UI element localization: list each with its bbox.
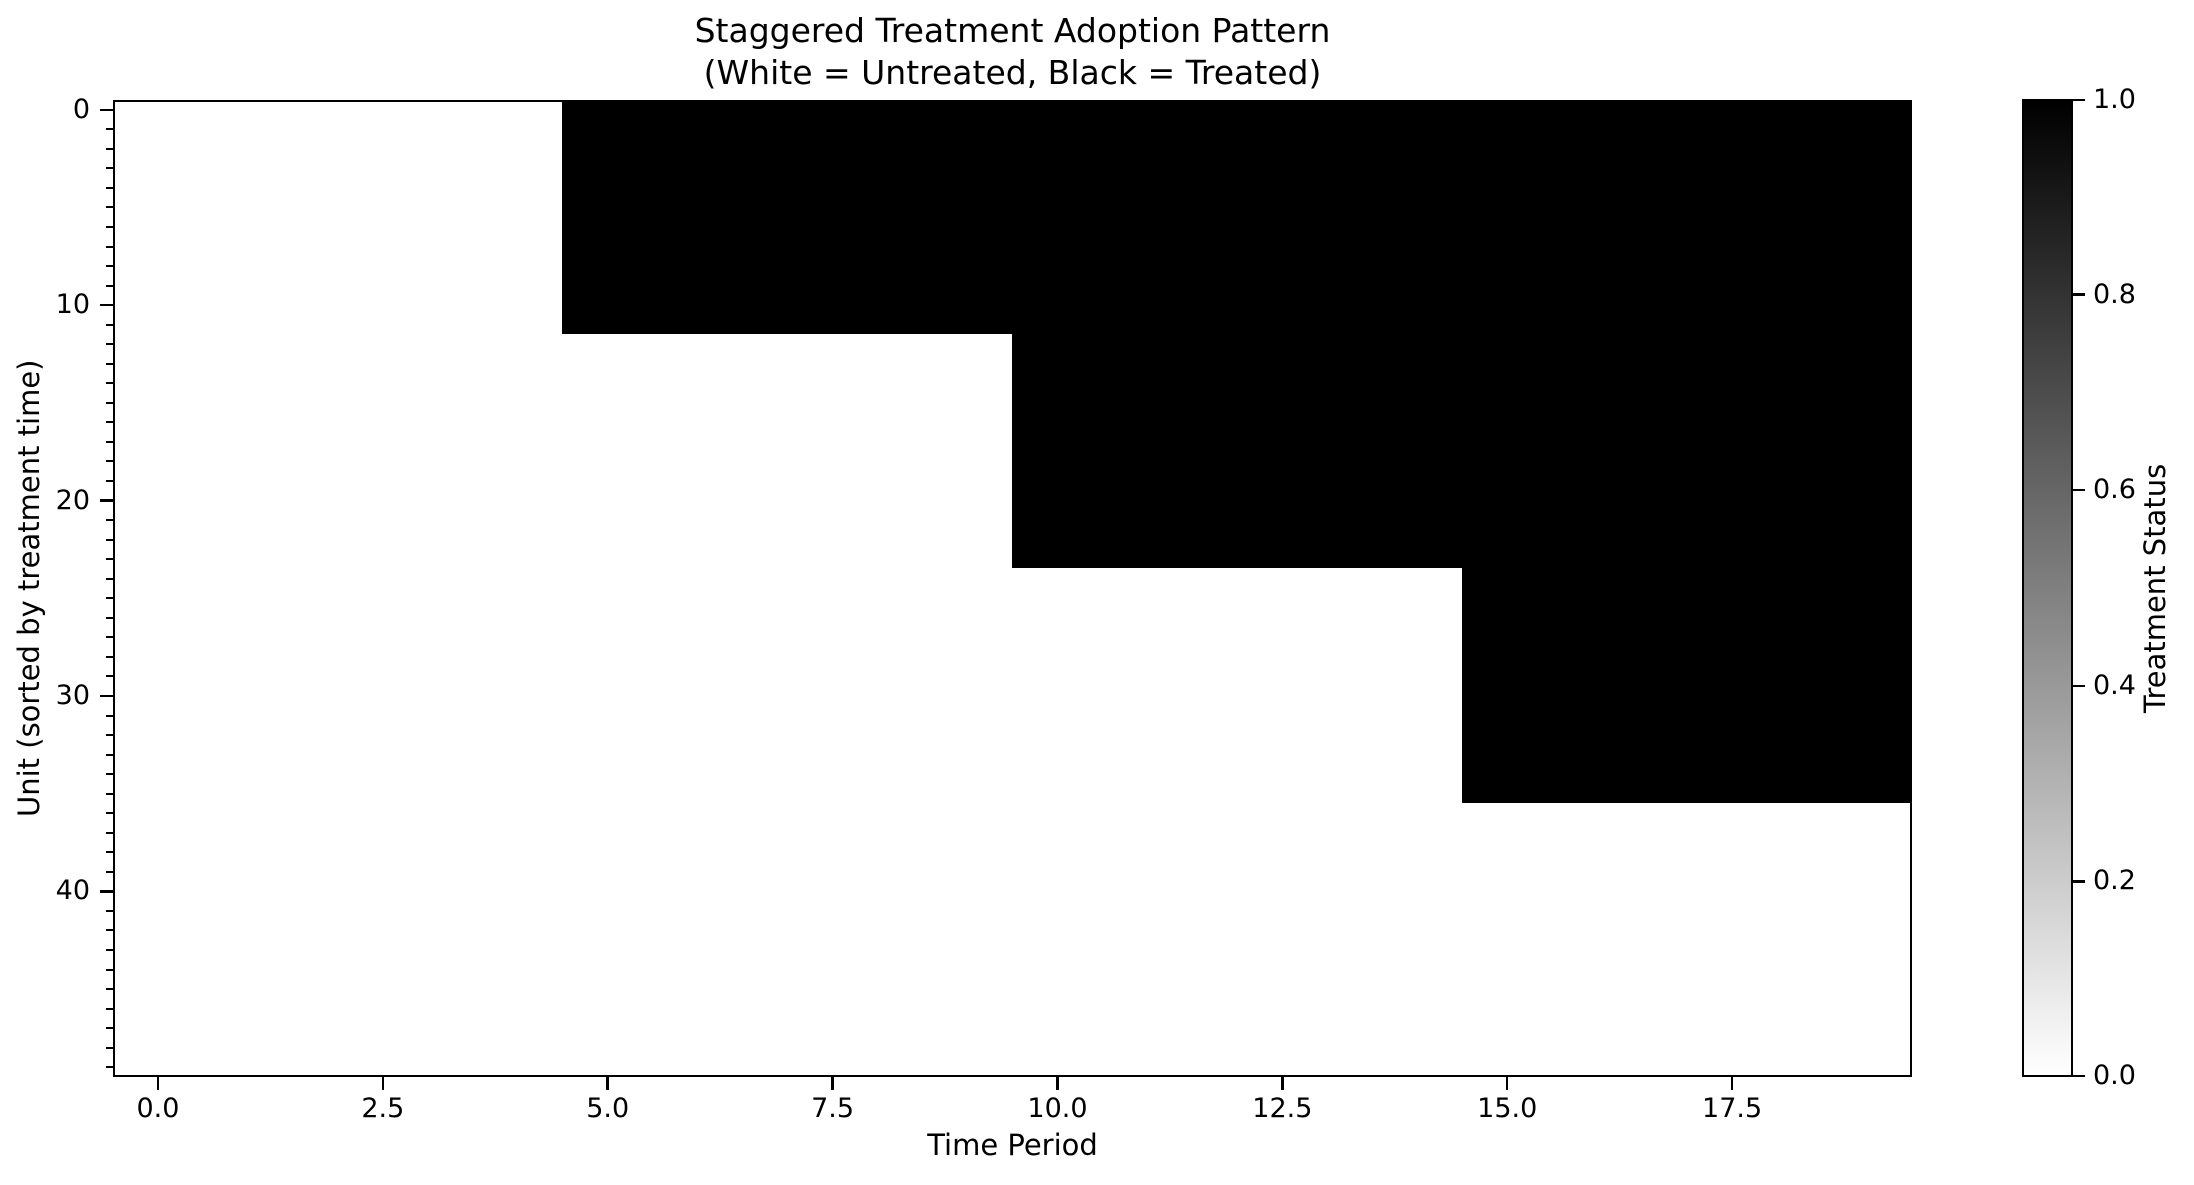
colorbar-tick-label: 0.6 [2093, 474, 2136, 506]
y-tick [100, 303, 113, 307]
y-tick [100, 694, 113, 698]
x-tick-label: 12.5 [1252, 1093, 1313, 1124]
y-minor-tick [106, 480, 113, 483]
x-tick [1056, 1077, 1059, 1090]
y-minor-tick [106, 734, 113, 737]
colorbar-tick [2073, 488, 2085, 492]
y-minor-tick [106, 1046, 113, 1049]
y-minor-tick [106, 440, 113, 443]
chart-title-line2: (White = Untreated, Black = Treated) [703, 53, 1322, 93]
x-tick-label: 5.0 [586, 1093, 630, 1124]
y-minor-tick [106, 147, 113, 150]
colorbar-tick [2073, 1074, 2085, 1078]
y-minor-tick [106, 812, 113, 815]
y-minor-tick [106, 655, 113, 658]
colorbar-tick [2073, 293, 2085, 296]
y-tick-label: 30 [55, 679, 90, 711]
x-tick-label: 15.0 [1477, 1093, 1538, 1124]
y-minor-tick [106, 597, 113, 600]
heatmap-plot [113, 99, 1912, 1077]
y-minor-tick [106, 870, 113, 873]
y-minor-tick [106, 265, 113, 268]
colorbar-tick-label: 0.2 [2093, 865, 2136, 897]
y-minor-tick [106, 968, 113, 971]
colorbar-tick [2073, 880, 2085, 883]
y-minor-tick [106, 929, 113, 932]
y-tick [100, 890, 113, 893]
x-tick [1281, 1077, 1284, 1090]
y-minor-tick [106, 206, 113, 209]
y-minor-tick [106, 226, 113, 228]
x-tick-label: 2.5 [361, 1093, 405, 1124]
y-minor-tick [106, 558, 113, 561]
y-minor-tick [106, 362, 113, 365]
y-minor-tick [106, 831, 113, 834]
treated-band [1461, 568, 1912, 803]
x-tick-label: 0.0 [136, 1093, 180, 1124]
x-tick [381, 1077, 385, 1090]
y-minor-tick [106, 343, 113, 346]
y-minor-tick [106, 284, 113, 287]
x-tick [156, 1077, 160, 1090]
y-tick [100, 108, 113, 112]
y-minor-tick [106, 128, 113, 131]
y-tick-label: 20 [55, 484, 90, 516]
y-minor-tick [106, 245, 113, 248]
colorbar-label: Treatment Status [2138, 463, 2172, 713]
y-tick-label: 0 [72, 93, 90, 125]
y-minor-tick [106, 538, 113, 541]
colorbar-gradient [2022, 99, 2073, 1077]
colorbar-tick-label: 0.0 [2093, 1060, 2136, 1091]
y-tick-label: 40 [55, 875, 90, 907]
colorbar-tick-label: 0.8 [2093, 278, 2136, 310]
y-minor-tick [106, 773, 113, 776]
y-minor-tick [106, 577, 113, 580]
y-minor-tick [106, 421, 113, 424]
x-tick [606, 1077, 609, 1090]
colorbar-tick [2073, 684, 2085, 688]
y-minor-tick [106, 186, 113, 189]
y-minor-tick [106, 792, 113, 795]
y-minor-tick [106, 948, 113, 951]
y-minor-tick [106, 851, 113, 854]
y-minor-tick [106, 1066, 113, 1069]
colorbar-tick [2073, 98, 2085, 102]
colorbar-tick-label: 0.4 [2093, 669, 2136, 701]
y-minor-tick [106, 519, 113, 522]
chart-title: Staggered Treatment Adoption Pattern (Wh… [113, 10, 1912, 94]
x-axis-label: Time Period [927, 1128, 1098, 1162]
y-minor-tick [106, 460, 113, 463]
y-minor-tick [106, 714, 113, 717]
y-tick [100, 499, 113, 502]
colorbar-tick-label: 1.0 [2093, 84, 2136, 115]
y-tick-label: 10 [55, 289, 90, 321]
y-minor-tick [106, 636, 113, 639]
y-minor-tick [106, 909, 113, 912]
y-minor-tick [106, 323, 113, 326]
y-axis-label: Unit (sorted by treatment time) [12, 359, 46, 818]
y-minor-tick [106, 616, 113, 619]
y-minor-tick [106, 382, 113, 385]
x-tick [831, 1077, 834, 1090]
y-minor-tick [106, 167, 113, 170]
x-tick-label: 10.0 [1027, 1093, 1088, 1124]
x-tick [1730, 1077, 1734, 1090]
y-minor-tick [106, 675, 113, 678]
y-minor-tick [106, 753, 113, 756]
x-tick [1505, 1077, 1509, 1090]
treated-band [562, 99, 1912, 334]
y-minor-tick [106, 988, 113, 991]
y-minor-tick [106, 1007, 113, 1010]
y-minor-tick [106, 1027, 113, 1030]
y-minor-tick [106, 401, 113, 404]
treated-band [1012, 333, 1912, 569]
chart-title-line1: Staggered Treatment Adoption Pattern [694, 11, 1331, 50]
x-tick-label: 7.5 [811, 1093, 855, 1124]
x-tick-label: 17.5 [1702, 1093, 1763, 1124]
